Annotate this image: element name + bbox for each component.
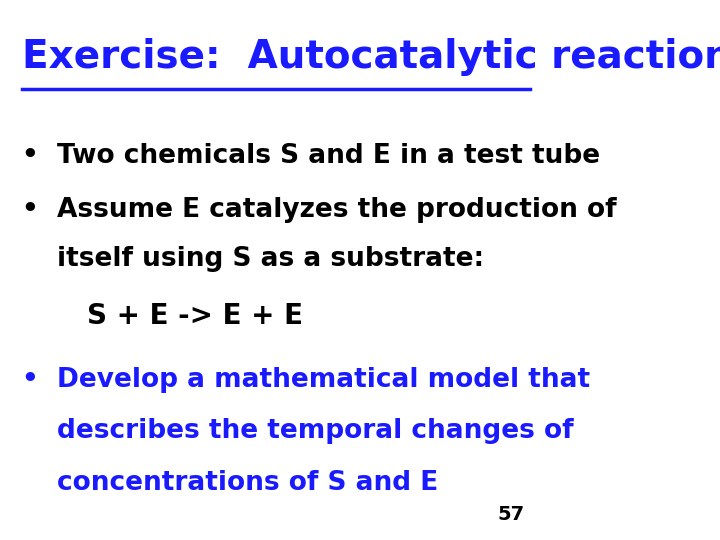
Text: itself using S as a substrate:: itself using S as a substrate: <box>58 246 485 272</box>
Text: 57: 57 <box>497 505 524 524</box>
Text: •  Develop a mathematical model that: • Develop a mathematical model that <box>22 367 590 393</box>
Text: S + E -> E + E: S + E -> E + E <box>87 302 303 330</box>
Text: •  Assume E catalyzes the production of: • Assume E catalyzes the production of <box>22 197 616 223</box>
Text: •  Two chemicals S and E in a test tube: • Two chemicals S and E in a test tube <box>22 143 600 169</box>
Text: describes the temporal changes of: describes the temporal changes of <box>58 418 574 444</box>
Text: Exercise:  Autocatalytic reaction: Exercise: Autocatalytic reaction <box>22 38 720 76</box>
Text: concentrations of S and E: concentrations of S and E <box>58 470 438 496</box>
